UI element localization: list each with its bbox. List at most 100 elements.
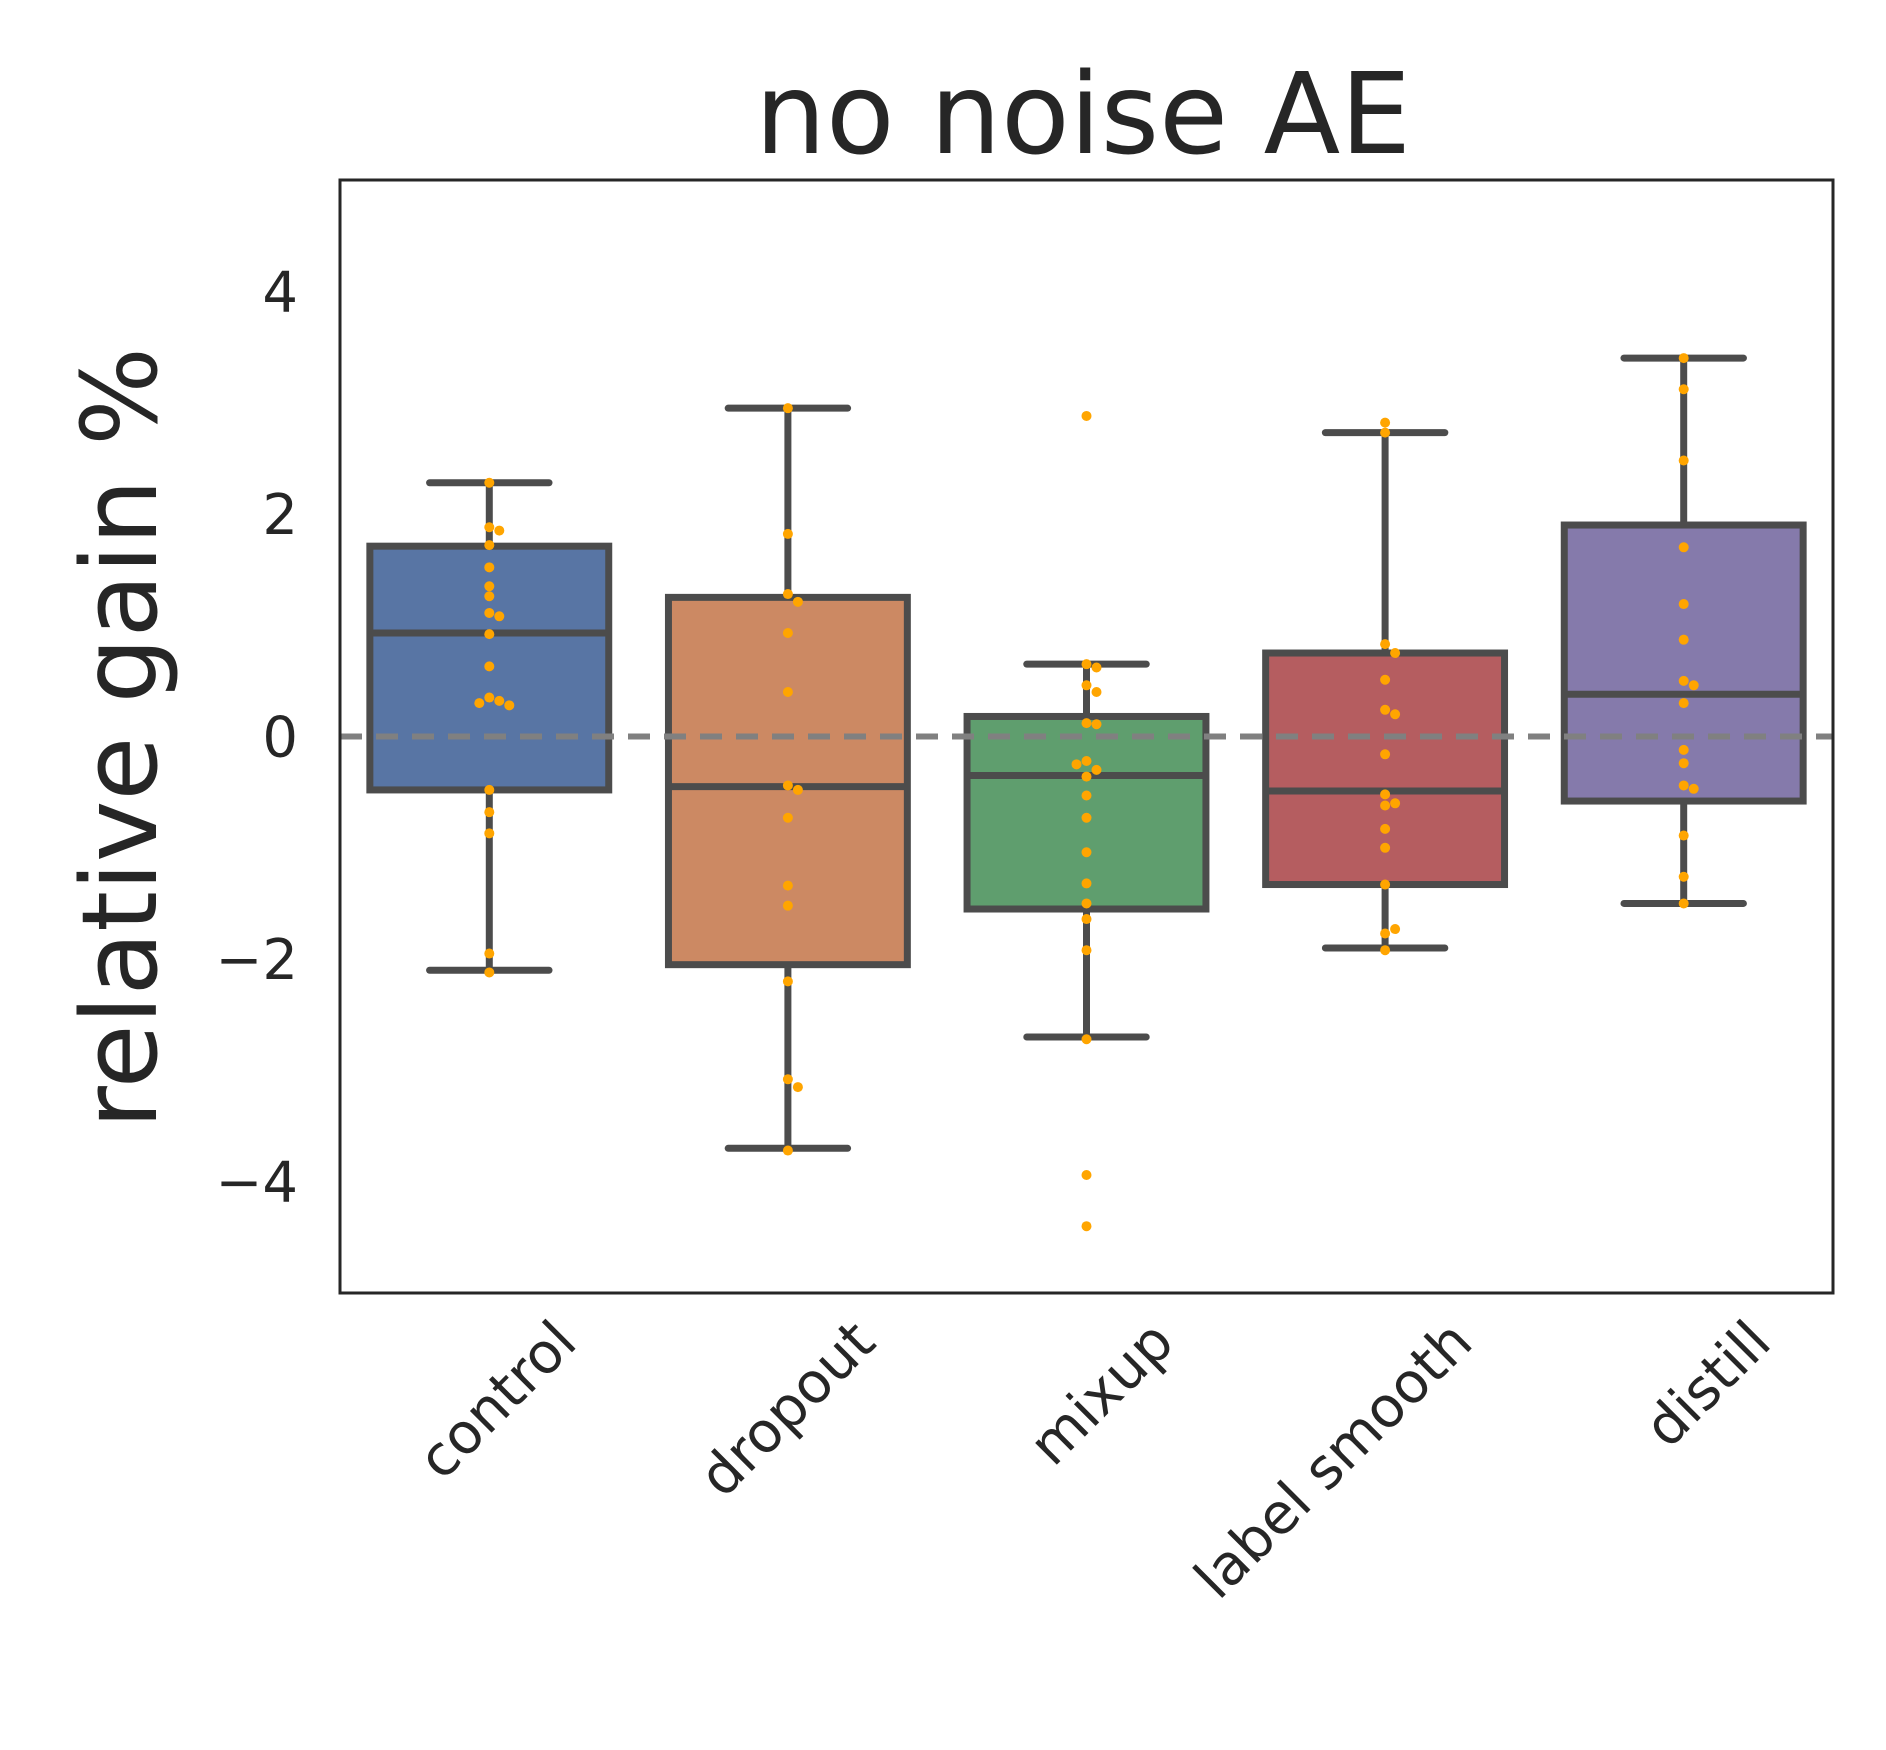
box-group-label-smooth <box>1262 429 1509 952</box>
data-point <box>782 686 793 697</box>
data-point <box>1091 764 1102 775</box>
data-point <box>1390 798 1401 809</box>
data-point <box>484 591 495 602</box>
data-point <box>494 695 505 706</box>
data-point <box>1091 719 1102 730</box>
data-point <box>782 780 793 791</box>
data-point <box>1081 1170 1092 1181</box>
data-point <box>1678 675 1689 686</box>
data-point <box>1380 427 1391 438</box>
data-point <box>1081 1221 1092 1232</box>
data-point <box>782 528 793 539</box>
y-axis-label: relative gain % <box>59 347 181 1129</box>
data-point <box>1688 680 1699 691</box>
data-point <box>1678 744 1689 755</box>
data-point <box>1380 842 1391 853</box>
data-point <box>1081 755 1092 766</box>
data-point <box>782 900 793 911</box>
data-point <box>1678 830 1689 841</box>
box-group-control <box>366 479 613 974</box>
data-point <box>1081 898 1092 909</box>
data-point <box>1390 924 1401 935</box>
data-point <box>1678 898 1689 909</box>
data-point <box>1678 599 1689 610</box>
data-point <box>1688 783 1699 794</box>
data-point <box>1380 928 1391 939</box>
data-point <box>1380 800 1391 811</box>
data-point <box>792 1082 803 1093</box>
data-point <box>1081 812 1092 823</box>
x-tick-label: dropout <box>687 1309 888 1510</box>
data-point <box>484 581 495 592</box>
y-tick-label: −2 <box>215 928 298 993</box>
data-point <box>1071 759 1082 770</box>
data-point <box>484 948 495 959</box>
box-body <box>1560 521 1807 805</box>
data-point <box>1081 790 1092 801</box>
data-point <box>792 784 803 795</box>
data-point <box>1678 455 1689 466</box>
data-point <box>504 700 515 711</box>
data-point <box>782 812 793 823</box>
y-tick-label: 0 <box>262 706 298 771</box>
data-point <box>484 477 495 488</box>
data-point <box>1081 878 1092 889</box>
data-point <box>1380 704 1391 715</box>
data-point <box>782 627 793 638</box>
data-point <box>1380 823 1391 834</box>
data-point <box>1380 879 1391 890</box>
data-point <box>484 828 495 839</box>
data-point <box>484 692 495 703</box>
y-tick-label: 2 <box>262 483 298 548</box>
chart-title: no noise AE <box>755 50 1411 180</box>
plot-frame <box>338 178 1835 1295</box>
data-point <box>1678 780 1689 791</box>
data-point <box>1380 674 1391 685</box>
data-point <box>494 611 505 622</box>
data-point <box>782 403 793 414</box>
data-point <box>484 607 495 618</box>
data-point <box>484 784 495 795</box>
x-tick-label: mixup <box>1017 1309 1186 1478</box>
data-point <box>782 976 793 987</box>
data-point <box>1081 847 1092 858</box>
data-point <box>1091 686 1102 697</box>
data-point <box>1678 698 1689 709</box>
x-tick-label: label smooth <box>1182 1309 1485 1612</box>
data-point <box>782 1074 793 1085</box>
data-point <box>484 807 495 818</box>
data-point <box>1081 410 1092 421</box>
box-body <box>963 712 1210 913</box>
data-point <box>1390 709 1401 720</box>
data-point <box>494 525 505 536</box>
data-point <box>1380 417 1391 428</box>
data-point <box>1390 648 1401 659</box>
data-point <box>474 698 485 709</box>
data-point <box>1081 718 1092 729</box>
data-point <box>1380 749 1391 760</box>
data-point <box>484 562 495 573</box>
data-point <box>484 967 495 978</box>
data-point <box>484 629 495 640</box>
y-tick-label: −4 <box>215 1151 298 1216</box>
plot-area <box>340 353 1833 1232</box>
data-point <box>782 1145 793 1156</box>
data-point <box>1091 662 1102 673</box>
data-point <box>792 596 803 607</box>
data-point <box>1081 771 1092 782</box>
box-group-distill <box>1560 354 1807 907</box>
data-point <box>1380 639 1391 650</box>
data-point <box>1081 945 1092 956</box>
data-point <box>484 522 495 533</box>
data-point <box>1081 680 1092 691</box>
data-point <box>1380 945 1391 956</box>
data-point <box>1678 871 1689 882</box>
data-point <box>1081 914 1092 925</box>
x-tick-label: control <box>406 1309 589 1492</box>
data-point <box>484 540 495 551</box>
data-point <box>1380 789 1391 800</box>
box-group-mixup <box>963 660 1210 1041</box>
y-tick-label: 4 <box>262 260 298 325</box>
data-point <box>782 880 793 891</box>
